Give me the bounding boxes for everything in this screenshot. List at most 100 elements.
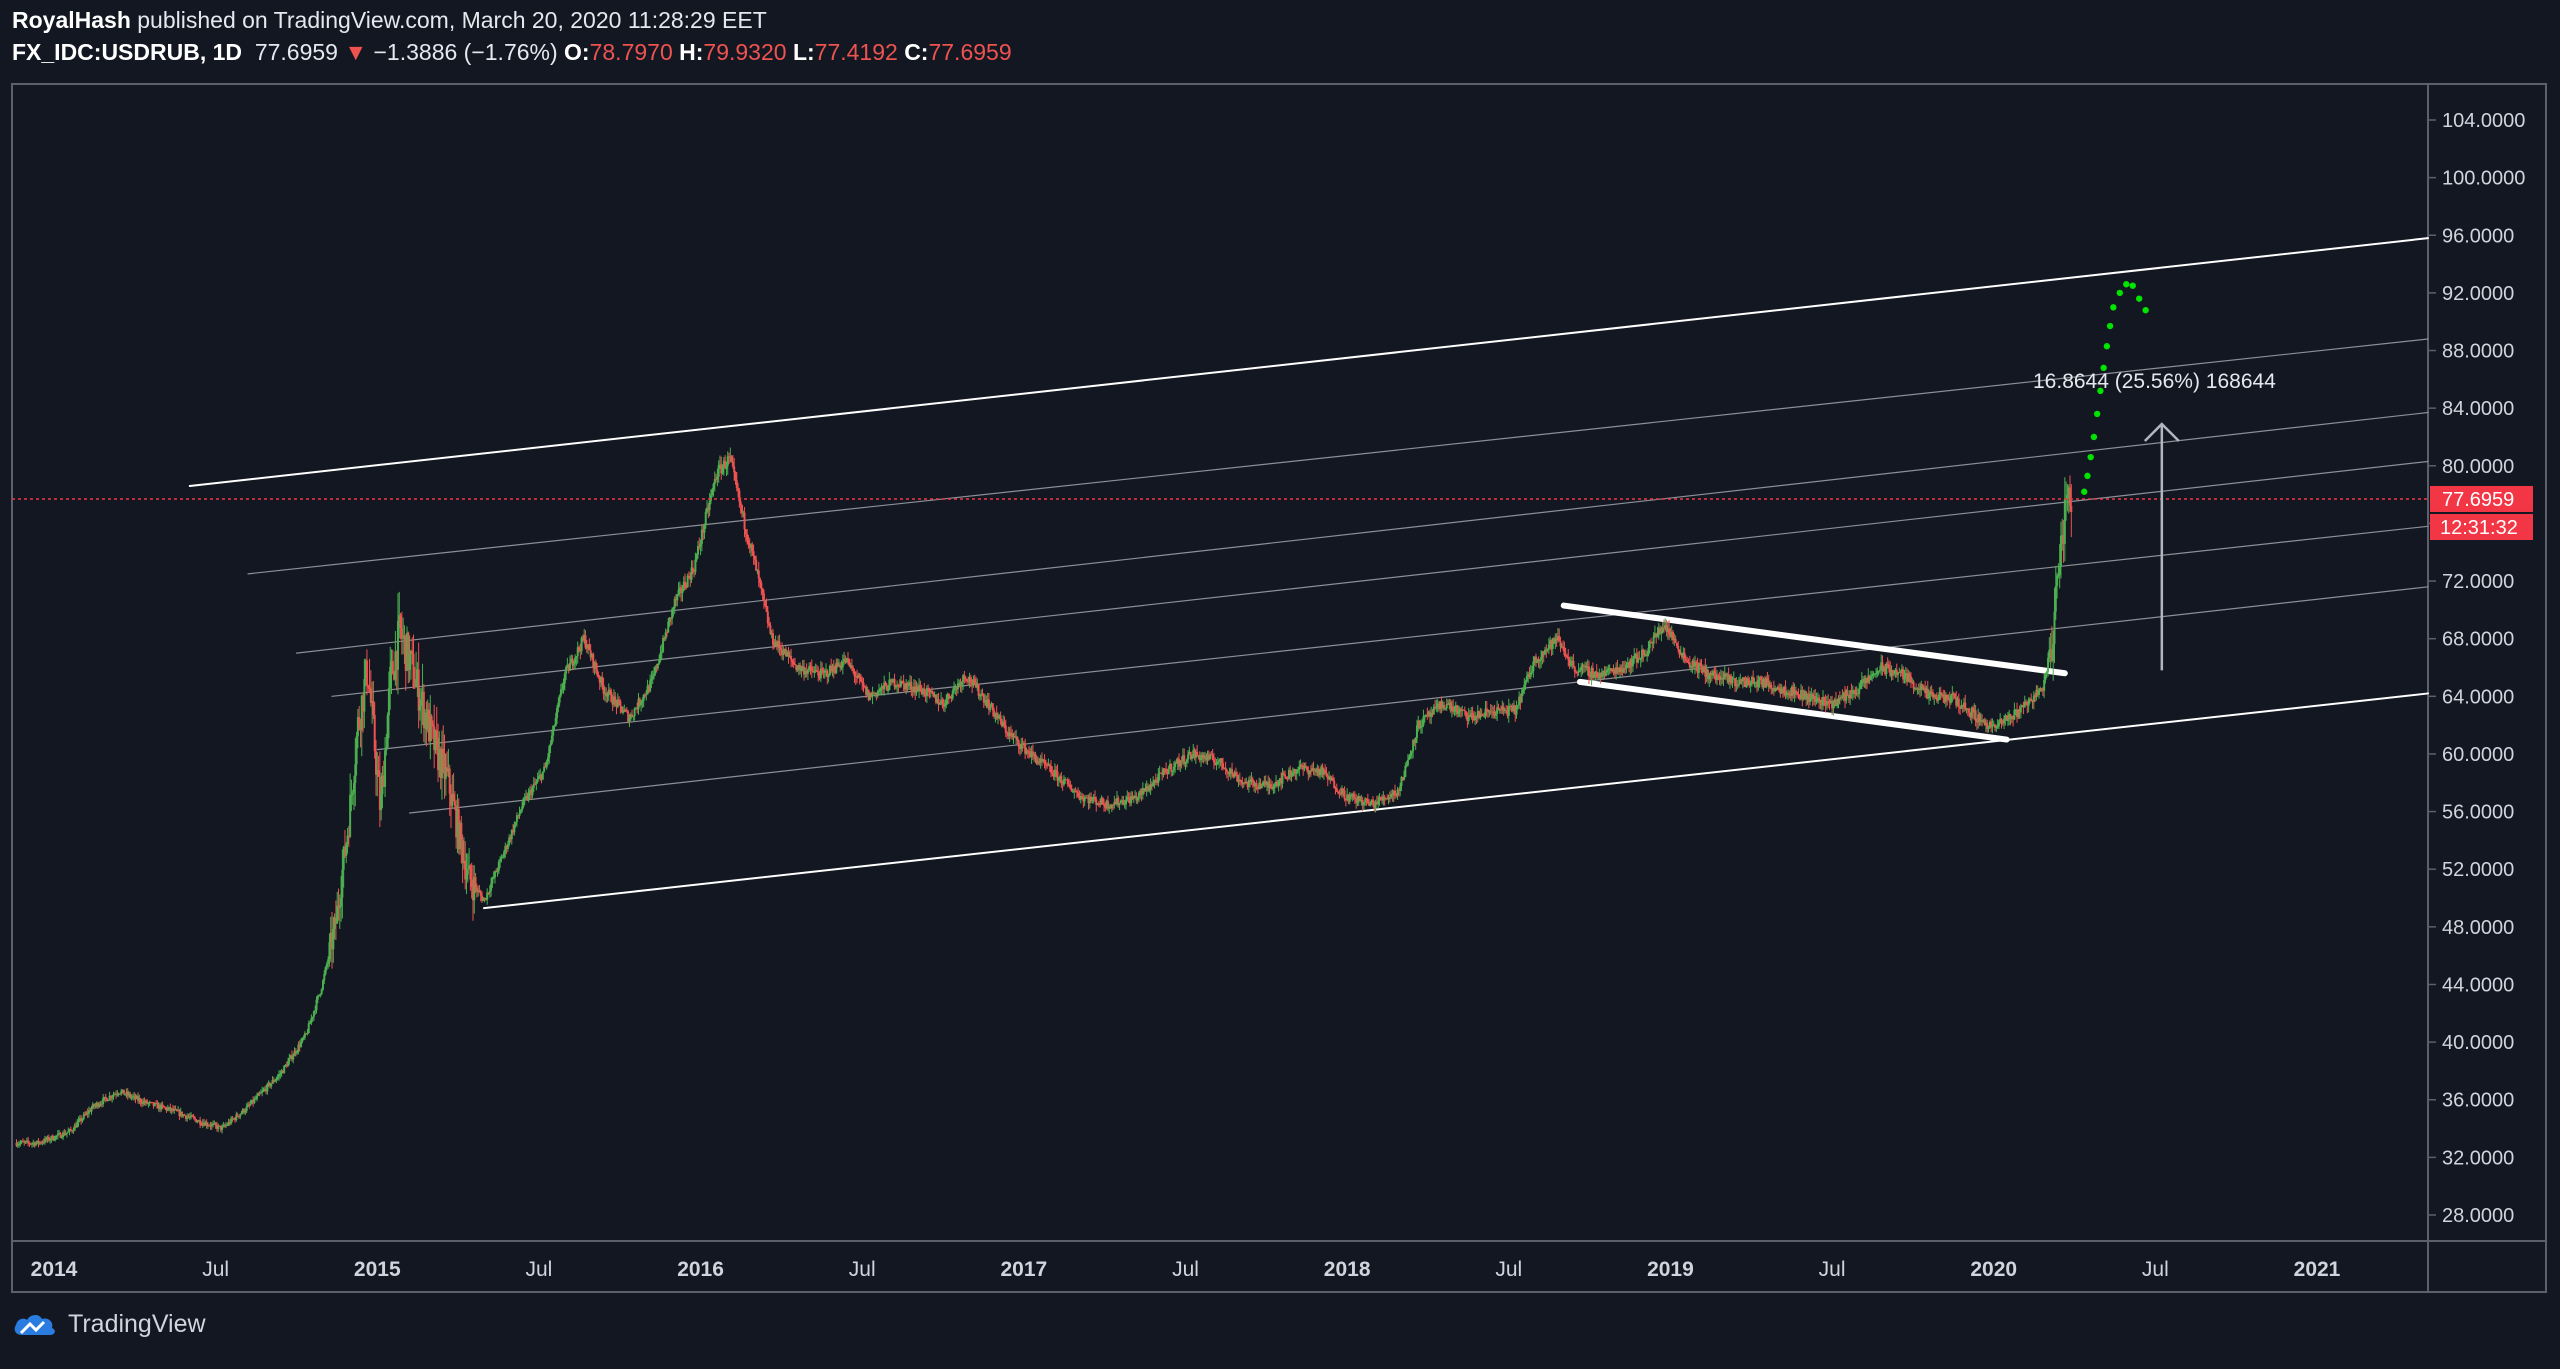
- candle-body-up: [1400, 776, 1403, 787]
- candle-body-up: [1123, 804, 1126, 806]
- candle-body-down: [1966, 708, 1969, 710]
- candle-body-up: [1803, 691, 1806, 698]
- candle-body-up: [1444, 708, 1447, 710]
- fib-line-3[interactable]: [331, 460, 2429, 697]
- candle-body-up: [217, 1125, 220, 1129]
- candle-body-down: [1267, 782, 1270, 788]
- candle-body-up: [321, 980, 324, 990]
- candle-body-up: [270, 1083, 273, 1087]
- channel-bottom[interactable]: [482, 692, 2429, 910]
- candle-body-down: [1502, 706, 1505, 711]
- candle-body-down: [1131, 796, 1134, 799]
- candle-body-down: [29, 1143, 32, 1145]
- candle-body-down: [417, 669, 420, 711]
- candle-body-up: [1328, 776, 1331, 780]
- candle-body-down: [901, 680, 904, 682]
- candle-body-down: [1497, 707, 1500, 711]
- candle-body-down: [1730, 675, 1733, 684]
- candle-body-up: [102, 1098, 105, 1105]
- candle-body-up: [1728, 675, 1731, 683]
- projection-dot: [2103, 343, 2111, 350]
- candle-body-down: [460, 822, 463, 841]
- candle-body-up: [1412, 739, 1415, 752]
- candle-body-up: [673, 598, 676, 608]
- candle-body-up: [103, 1096, 106, 1099]
- fib-line-2[interactable]: [295, 411, 2429, 654]
- candle-body-up: [2061, 535, 2064, 537]
- wedge-bottom[interactable]: [1576, 678, 2010, 743]
- price-axis[interactable]: 104.0000100.000096.000092.000088.000084.…: [2428, 110, 2533, 1227]
- candle-body-down: [1066, 779, 1069, 785]
- author-name[interactable]: RoyalHash: [12, 7, 131, 33]
- candle-body-down: [294, 1050, 297, 1054]
- candle-body-up: [440, 748, 443, 779]
- candle-body-down: [1074, 790, 1077, 792]
- candle-body-up: [1047, 765, 1050, 767]
- tradingview-logo[interactable]: TradingView: [12, 1310, 206, 1339]
- candle-body-down: [1324, 770, 1327, 773]
- candle-body-down: [927, 688, 930, 690]
- x-tick-label: Jul: [1495, 1258, 1522, 1281]
- candle-body-up: [637, 698, 640, 710]
- candle-body-down: [1763, 678, 1766, 688]
- candle-body-up: [65, 1132, 68, 1134]
- candle-body-down: [1824, 701, 1827, 706]
- candle-body-down: [743, 512, 746, 530]
- candle-body-down: [80, 1118, 83, 1122]
- candle-body-up: [1639, 658, 1642, 660]
- candle-body-up: [506, 844, 509, 849]
- fib-line-5[interactable]: [409, 586, 2429, 814]
- candle-body-up: [1002, 721, 1005, 727]
- candle-body-down: [1016, 736, 1019, 741]
- x-tick-label: 2014: [31, 1258, 78, 1281]
- candle-body-up: [645, 694, 648, 696]
- candle-body-up: [111, 1096, 114, 1099]
- symbol-label[interactable]: FX_IDC:USDRUB, 1D: [12, 39, 243, 65]
- candle-body-up: [682, 581, 685, 591]
- candle-body-up: [312, 1011, 315, 1017]
- candle-body-up: [144, 1100, 147, 1103]
- candle-body-up: [887, 690, 890, 692]
- candle-body-up: [333, 917, 336, 929]
- candle-body-down: [1401, 776, 1404, 781]
- candle-body-up: [1703, 666, 1706, 673]
- candle-body-up: [78, 1118, 81, 1121]
- candle-body-up: [2057, 575, 2060, 577]
- candle-body-up: [1987, 727, 1990, 729]
- candle-body-up: [43, 1138, 46, 1143]
- candle-body-up: [491, 877, 494, 884]
- candle-body-down: [1968, 708, 1971, 713]
- candle-body-up: [444, 767, 447, 779]
- candle-body-up: [607, 689, 610, 695]
- candle-body-up: [883, 682, 886, 690]
- candle-body-up: [1053, 769, 1056, 777]
- time-axis[interactable]: 2014 Jul 2015 Jul 2016 Jul 2017 Jul 2018 Jul 2019 J…: [31, 1258, 2341, 1281]
- candle-body-up: [1299, 764, 1302, 767]
- candle-body-down: [902, 681, 905, 684]
- last-price-tag[interactable]: [2430, 485, 2533, 512]
- candle-body-up: [519, 810, 522, 814]
- candle-body-up: [2021, 705, 2024, 708]
- candle-body-down: [1243, 782, 1246, 784]
- candle-body-down: [164, 1107, 167, 1109]
- candle-body-up: [843, 658, 846, 663]
- open-value: 78.7970: [589, 39, 673, 65]
- wedge-top[interactable]: [1560, 602, 2068, 677]
- channel-top[interactable]: [188, 237, 2429, 487]
- candle-body-up: [497, 861, 500, 871]
- candle-body-up: [1200, 757, 1203, 761]
- candle-body-down: [1028, 751, 1031, 754]
- candle-body-down: [675, 598, 678, 601]
- candle-body-up: [1929, 691, 1932, 695]
- fib-line-4[interactable]: [376, 525, 2429, 751]
- candle-body-down: [1713, 671, 1716, 674]
- fib-line-1[interactable]: [247, 338, 2429, 575]
- candle-body-up: [575, 656, 578, 658]
- candle-body-down: [971, 682, 974, 686]
- candle-body-down: [1919, 688, 1922, 691]
- candle-body-up: [363, 679, 366, 712]
- candle-body-down: [2041, 689, 2044, 691]
- candle-body-down: [870, 692, 873, 697]
